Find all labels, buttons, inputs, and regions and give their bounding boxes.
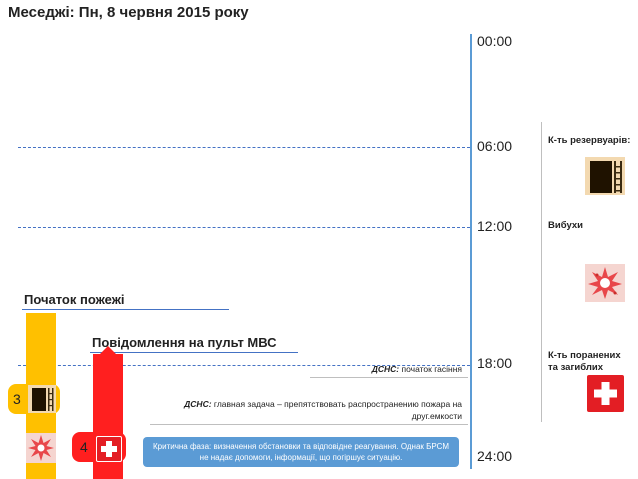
note-main-task: ДСНС: главная задача – препятствовать ра… xyxy=(142,398,462,422)
explosion-icon xyxy=(26,433,56,463)
time-label-06: 06:00 xyxy=(477,138,513,154)
medical-cross-icon xyxy=(96,436,122,462)
explosion-icon xyxy=(585,264,625,302)
note-task-org: ДСНС: xyxy=(184,399,212,409)
tank-icon xyxy=(585,157,625,195)
note-extinguish-underline xyxy=(310,377,468,378)
reservoir-count: 3 xyxy=(13,391,21,407)
tank-icon xyxy=(28,385,56,413)
event-fire-start-underline xyxy=(22,309,229,310)
event-fire-start: Початок пожежі xyxy=(24,292,125,307)
event-mvs-notice-underline xyxy=(90,352,298,353)
note-extinguish-org: ДСНС: xyxy=(371,364,400,374)
note-task-text: главная задача – препятствовать распрост… xyxy=(213,399,462,421)
page-title: Меседжі: Пн, 8 червня 2015 року xyxy=(8,4,249,21)
legend-explosions-label: Вибухи xyxy=(548,220,583,231)
time-label-24: 24:00 xyxy=(477,448,513,464)
casualty-count: 4 xyxy=(80,439,88,455)
critical-phase-callout: Критична фаза: визначення обстановки та … xyxy=(143,437,459,467)
time-label-00: 00:00 xyxy=(477,33,513,49)
note-extinguish-start: ДСНС: початок гасіння xyxy=(372,363,462,375)
legend-reservoirs-label: К-ть резервуарів: xyxy=(548,135,631,146)
gridline-18 xyxy=(18,365,470,366)
time-label-18: 18:00 xyxy=(477,355,513,371)
timeline-axis xyxy=(470,34,472,469)
note-extinguish-text: початок гасіння xyxy=(401,364,463,374)
event-mvs-notice: Повідомлення на пульт МВС xyxy=(92,335,277,350)
medical-cross-icon xyxy=(587,375,624,412)
note-task-underline xyxy=(150,424,468,425)
legend-casualties-label: К-ть поранених та загиблих xyxy=(548,350,621,373)
time-label-12: 12:00 xyxy=(477,218,513,234)
gridline-12 xyxy=(18,227,470,228)
legend-divider xyxy=(541,122,542,422)
notice-bar-arrow xyxy=(100,346,116,354)
gridline-06 xyxy=(18,147,470,148)
